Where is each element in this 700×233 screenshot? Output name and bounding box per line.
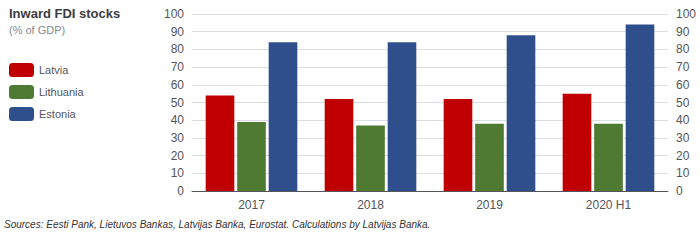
- svg-text:50: 50: [676, 96, 690, 110]
- svg-text:90: 90: [676, 25, 690, 39]
- svg-text:50: 50: [171, 96, 185, 110]
- svg-text:(% of GDP): (% of GDP): [9, 24, 65, 36]
- svg-text:0: 0: [676, 184, 683, 198]
- svg-text:0: 0: [177, 184, 184, 198]
- svg-text:100: 100: [676, 7, 696, 21]
- svg-text:2017: 2017: [238, 198, 265, 212]
- svg-text:70: 70: [171, 60, 185, 74]
- svg-text:Lithuania: Lithuania: [39, 86, 85, 98]
- svg-text:60: 60: [676, 78, 690, 92]
- svg-text:30: 30: [171, 131, 185, 145]
- svg-text:2019: 2019: [476, 198, 503, 212]
- svg-text:40: 40: [676, 113, 690, 127]
- svg-text:2020 H1: 2020 H1: [586, 198, 632, 212]
- svg-text:Inward FDI stocks: Inward FDI stocks: [9, 6, 120, 21]
- svg-text:30: 30: [676, 131, 690, 145]
- svg-text:Sources: Eesti Pank, Lietuvos: Sources: Eesti Pank, Lietuvos Bankas, La…: [4, 219, 430, 230]
- svg-text:80: 80: [676, 42, 690, 56]
- svg-text:20: 20: [171, 149, 185, 163]
- svg-text:Latvia: Latvia: [39, 64, 69, 76]
- svg-text:100: 100: [164, 7, 184, 21]
- svg-text:60: 60: [171, 78, 185, 92]
- svg-text:70: 70: [676, 60, 690, 74]
- svg-text:80: 80: [171, 42, 185, 56]
- svg-text:Estonia: Estonia: [39, 108, 77, 120]
- svg-text:2018: 2018: [357, 198, 384, 212]
- svg-text:10: 10: [171, 166, 185, 180]
- svg-text:20: 20: [676, 149, 690, 163]
- svg-text:10: 10: [676, 166, 690, 180]
- svg-text:40: 40: [171, 113, 185, 127]
- svg-text:90: 90: [171, 25, 185, 39]
